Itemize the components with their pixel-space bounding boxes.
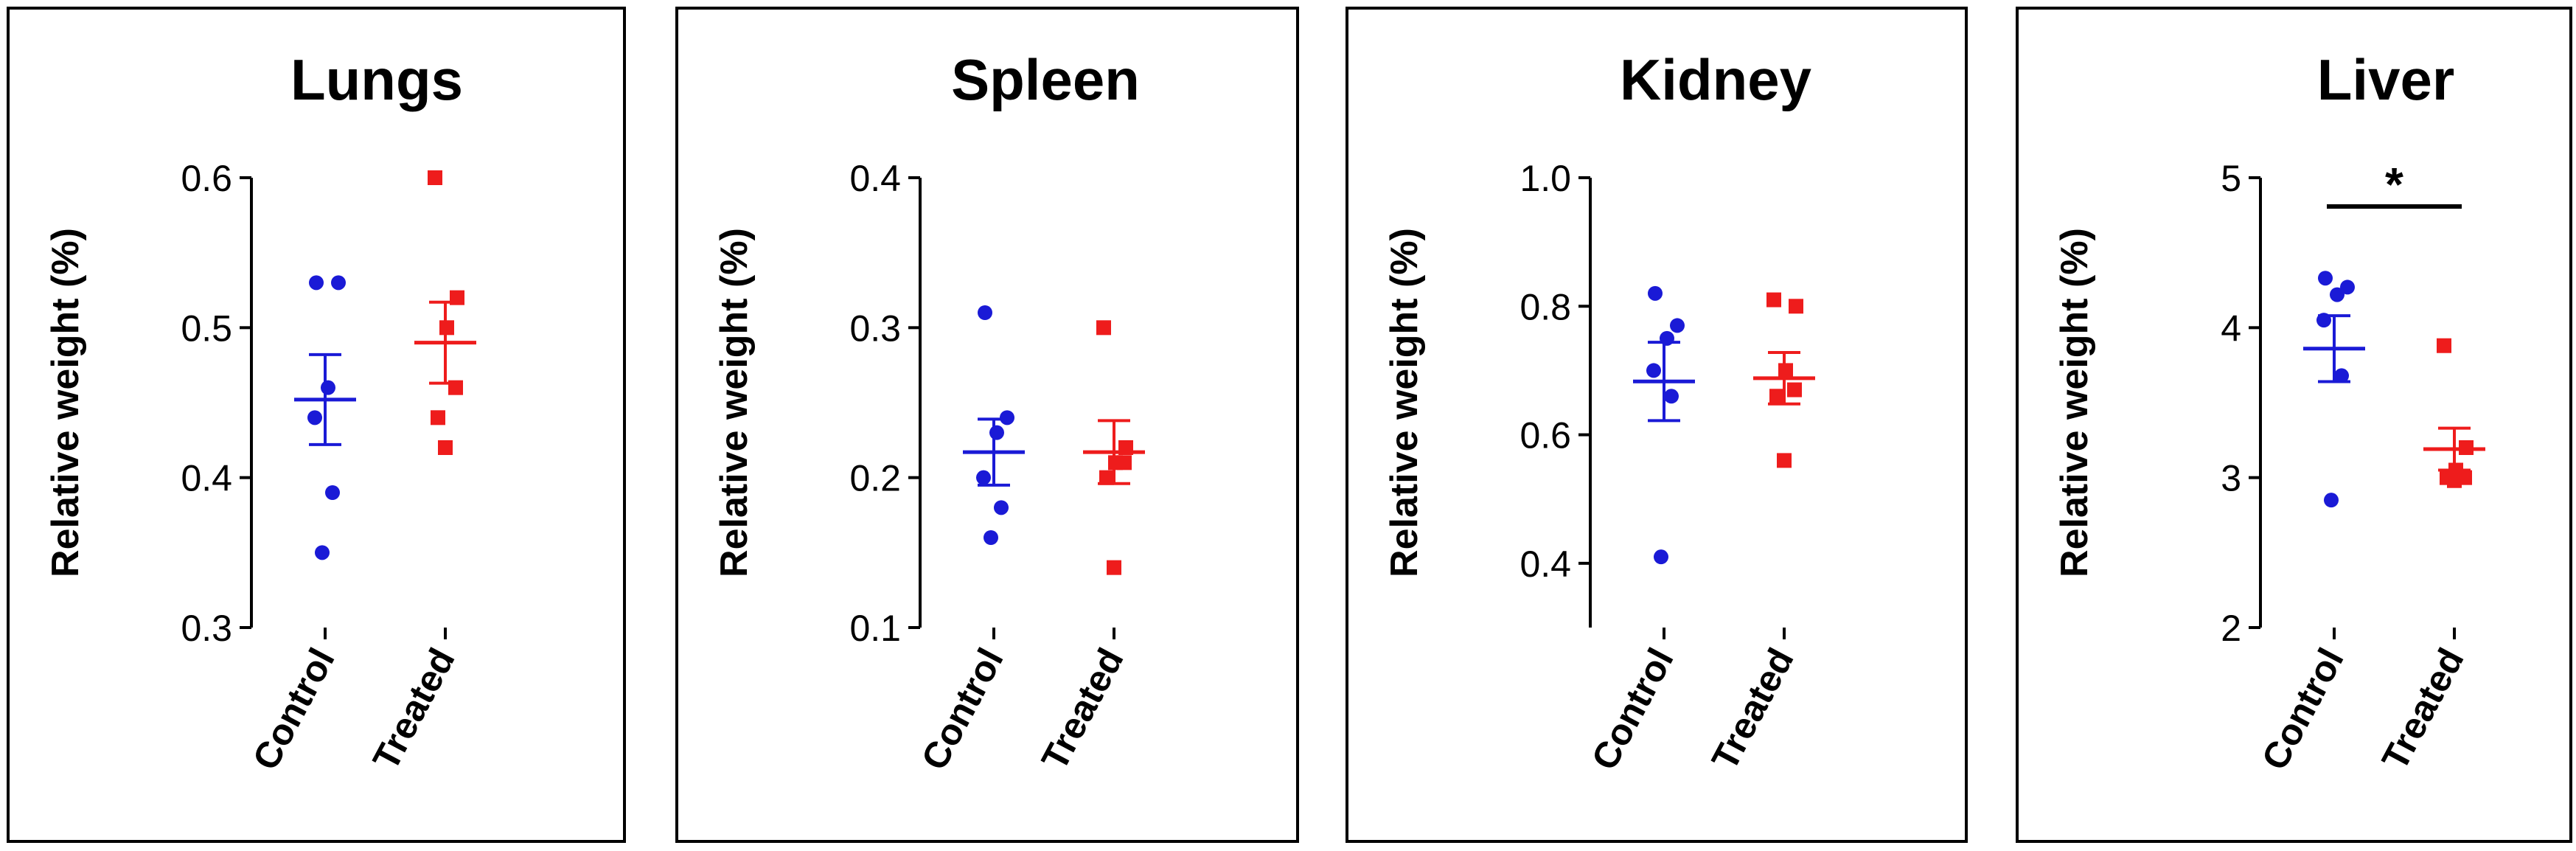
panel-title: Lungs <box>290 47 463 112</box>
data-point <box>1648 285 1663 301</box>
data-point <box>2447 473 2462 488</box>
panel-frame <box>675 7 1299 843</box>
x-tick-label: Control <box>245 642 343 777</box>
data-point <box>1664 389 1679 404</box>
x-tick-label: Treated <box>1034 642 1132 777</box>
panel-frame <box>2016 7 2572 843</box>
y-tick-label: 0.1 <box>849 608 901 649</box>
y-tick-label: 0.2 <box>849 458 901 499</box>
y-tick-label: 0.6 <box>1520 415 1571 456</box>
data-point <box>2324 493 2339 508</box>
y-tick-label: 0.3 <box>181 608 232 649</box>
data-point <box>994 500 1009 515</box>
data-point <box>1654 549 1668 565</box>
y-tick-label: 0.6 <box>181 158 232 199</box>
data-point <box>1766 292 1781 308</box>
data-point <box>309 275 324 291</box>
data-point <box>1107 560 1121 575</box>
x-tick-label: Control <box>913 642 1012 777</box>
y-tick-label: 0.3 <box>849 308 901 349</box>
x-tick-label: Control <box>1584 642 1682 777</box>
data-point <box>989 425 1004 440</box>
x-tick-label: Control <box>2254 642 2352 777</box>
data-point <box>431 410 445 426</box>
data-point <box>1789 299 1803 314</box>
panel-frame <box>7 7 626 843</box>
data-point <box>978 305 992 320</box>
data-point <box>428 170 442 185</box>
data-point <box>1777 453 1792 468</box>
data-point <box>307 410 322 426</box>
panel-frame <box>1346 7 1968 843</box>
data-point <box>2318 271 2333 286</box>
data-point <box>984 530 998 545</box>
data-point <box>1000 410 1014 426</box>
data-point <box>1099 470 1114 485</box>
panel-title: Kidney <box>1620 47 1811 112</box>
data-point <box>438 440 453 455</box>
y-tick-label: 5 <box>2221 158 2241 199</box>
data-point <box>1646 363 1661 378</box>
y-tick-label: 0.5 <box>181 308 232 349</box>
y-axis-label: Relative weight (%) <box>1383 228 1426 577</box>
y-tick-label: 3 <box>2221 458 2241 499</box>
y-tick-label: 0.8 <box>1520 286 1571 327</box>
data-point <box>1670 318 1685 333</box>
data-point <box>331 275 346 291</box>
x-tick-label: Treated <box>1704 642 1802 777</box>
significance-label: * <box>2385 158 2403 211</box>
panel-title: Liver <box>2317 47 2454 112</box>
data-point <box>1787 382 1802 397</box>
data-point <box>1117 455 1132 470</box>
y-tick-label: 0.4 <box>849 158 901 199</box>
panel-title: Spleen <box>951 47 1140 112</box>
y-axis-label: Relative weight (%) <box>44 228 87 577</box>
y-axis-label: Relative weight (%) <box>2053 228 2096 577</box>
y-tick-label: 1.0 <box>1520 158 1571 199</box>
data-point <box>2437 338 2451 353</box>
data-point <box>321 380 335 395</box>
data-point <box>2334 368 2349 383</box>
x-tick-label: Treated <box>2374 642 2472 777</box>
data-point <box>2340 279 2355 295</box>
data-point <box>325 485 340 500</box>
y-tick-label: 0.4 <box>1520 543 1571 585</box>
y-tick-label: 4 <box>2221 308 2241 349</box>
x-tick-label: Treated <box>365 642 463 777</box>
y-tick-label: 0.4 <box>181 458 232 499</box>
data-point <box>1769 389 1784 404</box>
y-tick-label: 2 <box>2221 608 2241 649</box>
data-point <box>2330 287 2344 302</box>
data-point <box>315 545 330 560</box>
data-point <box>1096 320 1111 336</box>
y-axis-label: Relative weight (%) <box>713 228 756 577</box>
data-point <box>976 470 991 485</box>
